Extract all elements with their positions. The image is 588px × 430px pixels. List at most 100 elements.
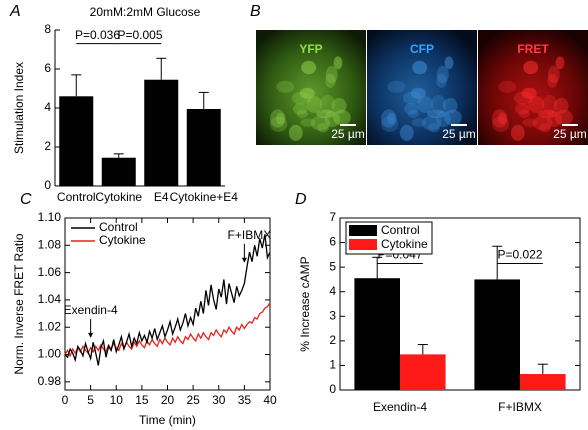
cell <box>547 73 558 88</box>
x-tick-label: Cytokine <box>95 190 142 204</box>
data-line <box>64 234 271 366</box>
cell <box>320 94 335 114</box>
cell <box>380 116 399 132</box>
y-tick-label: 2 <box>44 139 51 153</box>
x-tick-label: Exendin-4 <box>373 400 427 414</box>
cell <box>538 109 558 119</box>
y-tick-label: 0.98 <box>38 374 62 388</box>
y-tick-label: 1.02 <box>38 319 62 333</box>
cell <box>387 112 396 125</box>
panel-label: A <box>9 3 21 20</box>
bar <box>474 279 520 390</box>
x-tick-label: 25 <box>186 393 200 407</box>
x-tick-label: E4 <box>154 190 169 204</box>
scale-label: 25 µm <box>442 127 476 141</box>
bar <box>186 108 221 186</box>
y-tick-label: 6 <box>44 61 51 75</box>
cell <box>436 65 449 84</box>
cell <box>435 111 451 128</box>
x-axis-label: Time (min) <box>139 413 196 427</box>
legend-swatch <box>349 225 377 236</box>
cell <box>510 124 525 141</box>
significance-label: P=0.036 <box>75 28 120 42</box>
y-tick-label: 7 <box>329 210 336 224</box>
cell <box>404 103 419 115</box>
cell <box>444 56 454 70</box>
scale-label: 25 µm <box>553 127 587 141</box>
cell <box>310 116 331 131</box>
legend-label: Cytokine <box>381 237 428 251</box>
cell <box>412 60 428 75</box>
x-tick-label: 5 <box>87 393 94 407</box>
cell <box>521 87 537 99</box>
cell <box>547 65 560 84</box>
cell <box>498 112 507 125</box>
y-tick-label: 8 <box>44 22 51 36</box>
bar <box>520 374 566 390</box>
cell <box>410 87 426 99</box>
x-tick-label: 30 <box>212 393 226 407</box>
y-tick-label: 1.04 <box>38 292 62 306</box>
plot-frame <box>339 217 581 391</box>
annotation-label: F+IBMX <box>228 228 272 242</box>
cell <box>431 94 446 114</box>
cell <box>316 109 336 119</box>
arrow-head <box>88 332 94 338</box>
legend-label: Control <box>381 223 420 237</box>
cell <box>325 65 338 84</box>
cell <box>532 116 553 131</box>
cell <box>276 80 295 93</box>
cell <box>442 97 458 114</box>
x-tick-label: 35 <box>238 393 252 407</box>
cell <box>380 109 397 128</box>
y-axis-label: % Increase cAMP <box>298 256 312 351</box>
cell <box>421 116 442 131</box>
bar <box>354 278 400 390</box>
x-tick-label: 0 <box>62 393 69 407</box>
cell <box>555 56 565 70</box>
cell <box>301 60 317 75</box>
cell <box>513 91 533 105</box>
cell <box>288 124 303 141</box>
legend-label: Cytokine <box>99 233 146 247</box>
legend-swatch <box>349 239 377 250</box>
y-tick-label: 5 <box>329 259 336 273</box>
image-label: FRET <box>517 42 549 56</box>
cell <box>333 56 343 70</box>
cell <box>317 123 329 133</box>
y-axis-label: Stimulation Index <box>12 62 26 154</box>
y-tick-label: 0 <box>329 382 336 396</box>
cell <box>417 96 434 114</box>
bar <box>400 354 446 390</box>
cell <box>276 112 285 125</box>
significance-label: P=0.022 <box>497 248 542 262</box>
y-tick-label: 1.00 <box>38 347 62 361</box>
cell <box>300 118 316 127</box>
x-tick-label: F+IBMX <box>498 400 542 414</box>
cell <box>528 96 545 114</box>
cell <box>407 109 419 119</box>
x-tick-label: 40 <box>263 393 277 407</box>
cell <box>553 97 569 114</box>
panel-label: C <box>20 191 32 208</box>
cell <box>443 109 462 126</box>
cell <box>427 109 447 119</box>
x-tick-label: 15 <box>135 393 149 407</box>
cell <box>523 60 539 75</box>
y-tick-label: 4 <box>329 284 336 298</box>
cell <box>296 109 308 119</box>
image-label: CFP <box>410 42 434 56</box>
x-tick-label: Cytokine+E4 <box>170 190 239 204</box>
bar <box>144 79 179 186</box>
cell <box>436 73 447 88</box>
cell <box>515 103 530 115</box>
bar <box>101 157 136 186</box>
cell <box>269 116 288 132</box>
scale-label: 25 µm <box>331 127 365 141</box>
y-tick-label: 2 <box>329 333 336 347</box>
y-tick-label: 1.06 <box>38 265 62 279</box>
cell <box>293 103 308 115</box>
x-tick-label: 10 <box>110 393 124 407</box>
cell <box>491 116 510 132</box>
